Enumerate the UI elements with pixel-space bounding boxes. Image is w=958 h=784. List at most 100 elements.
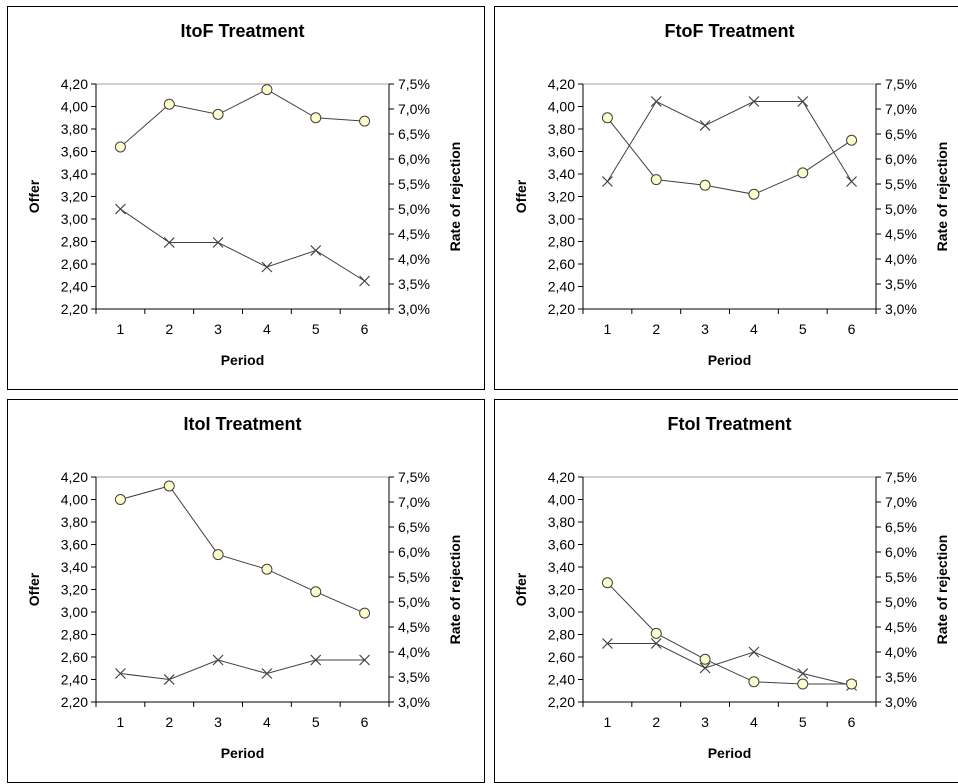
y2-tick-label: 5,5% xyxy=(398,176,430,192)
y2-tick-label: 3,5% xyxy=(398,276,430,292)
x-tick-label: 1 xyxy=(604,321,612,337)
y2-tick-label: 6,0% xyxy=(398,151,430,167)
data-point-x xyxy=(650,638,662,649)
x-tick-label: 6 xyxy=(361,321,369,337)
series-line-circle xyxy=(120,485,365,614)
chart-svg: FtoF Treatment 2,20 2,40 2,60 2,80 3,00 3,20 3,… xyxy=(513,21,950,368)
data-point-x xyxy=(163,674,175,685)
y-tick-label: 3,20 xyxy=(548,582,575,598)
x-marker-stroke xyxy=(699,662,711,674)
y-tick-label: 3,60 xyxy=(61,144,88,160)
y2-tick-label: 7,5% xyxy=(885,469,917,485)
data-point-x xyxy=(699,662,711,674)
y2-tick-label: 5,5% xyxy=(885,176,917,192)
y-tick-label: 3,40 xyxy=(548,559,575,575)
x-tick-label: 2 xyxy=(652,321,660,337)
x-tick-label: 4 xyxy=(263,714,271,730)
x-tick-label: 1 xyxy=(604,714,612,730)
x-tick-label: 3 xyxy=(214,714,222,730)
data-point-circle xyxy=(261,563,273,575)
series-line-circle xyxy=(120,89,365,148)
y2-tick-label: 4,5% xyxy=(398,619,430,635)
chart-title: FtoI Treatment xyxy=(667,414,791,434)
y2-tick-label: 7,0% xyxy=(885,494,917,510)
x-marker-stroke xyxy=(310,245,322,256)
data-point-x xyxy=(846,176,858,187)
y-tick-label: 4,00 xyxy=(61,99,88,115)
x-tick-label: 3 xyxy=(701,714,709,730)
y-axis-title: Offer xyxy=(26,179,42,213)
data-point-x xyxy=(650,96,662,107)
data-point-circle xyxy=(261,84,273,96)
x-marker-stroke xyxy=(650,638,662,649)
x-marker-stroke xyxy=(601,638,613,649)
x-marker-stroke xyxy=(310,654,322,666)
x-marker-stroke xyxy=(601,176,613,187)
x-axis-title: Period xyxy=(708,352,752,368)
x-axis-title: Period xyxy=(708,745,752,761)
x-tick-label: 4 xyxy=(750,321,758,337)
chart-panel-ftof: FtoF Treatment 2,20 2,40 2,60 2,80 3,00 3,20 3,… xyxy=(494,6,958,390)
x-marker-stroke xyxy=(797,668,809,679)
chart-panel-itof: ItoF Treatment 2,20 2,40 2,60 2,80 3,00 3,20 3,… xyxy=(7,6,485,390)
data-point-x xyxy=(797,668,809,679)
y2-tick-label: 6,5% xyxy=(885,519,917,535)
y2-axis-title: Rate of rejection xyxy=(934,142,950,252)
data-point-circle xyxy=(163,480,175,492)
x-marker-stroke xyxy=(846,176,858,187)
x-tick-label: 4 xyxy=(750,714,758,730)
x-axis-title: Period xyxy=(221,352,265,368)
y-tick-label: 2,60 xyxy=(61,649,88,665)
data-point-circle xyxy=(748,676,760,688)
y2-tick-label: 6,0% xyxy=(885,151,917,167)
x-marker-stroke xyxy=(163,237,175,248)
data-point-circle xyxy=(310,112,322,124)
y-tick-label: 3,80 xyxy=(61,514,88,530)
y-tick-label: 4,00 xyxy=(548,492,575,508)
y2-tick-label: 6,5% xyxy=(885,126,917,142)
series-line-x xyxy=(607,643,852,686)
y2-tick-label: 5,5% xyxy=(885,569,917,585)
chart-panel-ftoi: FtoI Treatment 2,20 2,40 2,60 2,80 3,00 3,20 3,… xyxy=(494,399,958,783)
y-tick-label: 2,80 xyxy=(548,234,575,250)
y-tick-label: 3,20 xyxy=(61,582,88,598)
y-axis-title: Offer xyxy=(26,572,42,606)
y-tick-label: 4,20 xyxy=(61,469,88,485)
data-point-circle xyxy=(650,627,662,639)
chart-panel-itoi: ItoI Treatment 2,20 2,40 2,60 2,80 3,00 3,20 3,… xyxy=(7,399,485,783)
y2-tick-label: 3,5% xyxy=(885,669,917,685)
data-point-x xyxy=(601,176,613,187)
x-tick-label: 3 xyxy=(701,321,709,337)
data-point-circle xyxy=(846,134,858,146)
x-tick-label: 5 xyxy=(799,714,807,730)
chart-svg: FtoI Treatment 2,20 2,40 2,60 2,80 3,00 3,20 3,… xyxy=(513,414,950,761)
x-marker-stroke xyxy=(748,646,760,658)
chart-svg: ItoF Treatment 2,20 2,40 2,60 2,80 3,00 3,20 3,… xyxy=(26,21,463,368)
y2-tick-label: 5,0% xyxy=(398,594,430,610)
y-tick-label: 2,20 xyxy=(548,301,575,317)
x-axis-title: Period xyxy=(221,745,265,761)
y-tick-label: 4,20 xyxy=(61,76,88,92)
y-tick-label: 3,80 xyxy=(548,121,575,137)
y2-tick-label: 4,5% xyxy=(398,226,430,242)
x-tick-label: 2 xyxy=(652,714,660,730)
y2-tick-label: 7,5% xyxy=(398,76,430,92)
y2-tick-label: 5,0% xyxy=(885,594,917,610)
y-tick-label: 3,40 xyxy=(548,166,575,182)
x-marker-stroke xyxy=(261,668,273,679)
y-tick-label: 3,00 xyxy=(548,604,575,620)
y2-tick-label: 6,5% xyxy=(398,519,430,535)
y2-tick-label: 7,5% xyxy=(885,76,917,92)
x-tick-label: 6 xyxy=(848,714,856,730)
y-tick-label: 3,00 xyxy=(61,211,88,227)
y2-tick-label: 4,0% xyxy=(885,251,917,267)
y-tick-label: 2,20 xyxy=(61,301,88,317)
data-point-circle xyxy=(601,577,613,589)
y2-axis-title: Rate of rejection xyxy=(447,142,463,252)
data-point-circle xyxy=(846,678,858,690)
x-tick-label: 6 xyxy=(848,321,856,337)
x-marker-stroke xyxy=(650,96,662,107)
data-point-x xyxy=(261,668,273,679)
y-tick-label: 4,00 xyxy=(548,99,575,115)
data-point-circle xyxy=(114,141,126,153)
